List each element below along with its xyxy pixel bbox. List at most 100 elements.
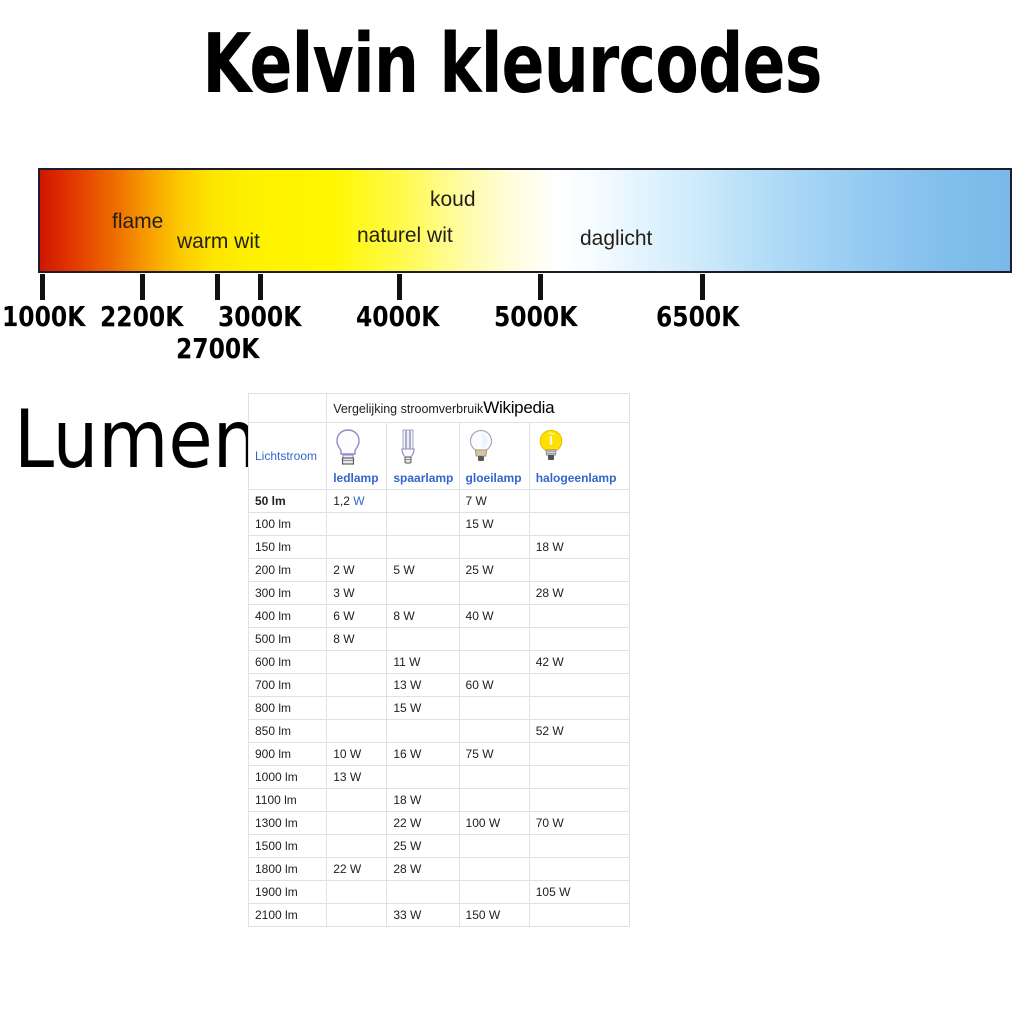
- table-row: 1800 lm 22 W 28 W: [247, 857, 631, 881]
- incandescent-bulb-icon: [466, 427, 523, 470]
- cell-lichtstroom: 850 lm: [247, 719, 328, 743]
- cell-lichtstroom: 1500 lm: [247, 834, 328, 858]
- tick-mark-3000k: [258, 274, 263, 300]
- cell-ledlamp: [326, 811, 388, 835]
- column-label-spaarlamp[interactable]: spaarlamp: [393, 471, 454, 485]
- tick-mark-4000k: [397, 274, 402, 300]
- cell-gloeilamp: [458, 834, 530, 858]
- cfl-bulb-icon: [393, 427, 452, 470]
- table-row: 700 lm 13 W 60 W: [247, 673, 631, 697]
- table-row: 50 lm 1,2 W 7 W: [247, 489, 631, 513]
- cell-gloeilamp: 25 W: [458, 558, 530, 582]
- table-caption-row: Vergelijking stroomverbruikWikipedia: [247, 393, 630, 423]
- tick-mark-5000k: [538, 274, 543, 300]
- table-row: 1300 lm 22 W 100 W 70 W: [247, 811, 631, 835]
- cell-halogeenlamp: 70 W: [528, 811, 631, 835]
- column-label-lichtstroom[interactable]: Lichtstroom: [255, 449, 318, 463]
- table-row: 300 lm 3 W 28 W: [247, 581, 631, 605]
- cell-halogeenlamp: [528, 834, 631, 858]
- cell-spaarlamp: 25 W: [386, 834, 460, 858]
- table-row: 150 lm 18 W: [247, 535, 631, 559]
- cell-ledlamp: 1,2 W: [326, 489, 388, 513]
- wikipedia-source-label[interactable]: Wikipedia: [483, 398, 555, 417]
- column-header-lichtstroom: Lichtstroom: [247, 422, 328, 490]
- led-bulb-icon: [333, 427, 380, 470]
- tick-label-6500k: 6500K: [656, 300, 740, 333]
- column-label-halogeenlamp[interactable]: halogeenlamp: [535, 471, 617, 485]
- table-row: 1100 lm 18 W: [247, 788, 631, 812]
- table-header-row: Lichtstroom ledlamp: [247, 422, 631, 490]
- cell-ledlamp: 22 W: [326, 857, 388, 881]
- cell-gloeilamp: [458, 581, 530, 605]
- cell-lichtstroom: 300 lm: [247, 581, 328, 605]
- cell-gloeilamp: 15 W: [458, 512, 530, 536]
- cell-gloeilamp: [458, 719, 530, 743]
- cell-ledlamp: [326, 903, 388, 927]
- cell-gloeilamp: [458, 765, 530, 789]
- cell-gloeilamp: [458, 788, 530, 812]
- table-row: 600 lm 11 W 42 W: [247, 650, 631, 674]
- cell-halogeenlamp: [528, 604, 631, 628]
- scale-label-koud: koud: [430, 188, 476, 211]
- cell-lichtstroom: 150 lm: [247, 535, 328, 559]
- cell-spaarlamp: [386, 489, 460, 513]
- column-label-gloeilamp[interactable]: gloeilamp: [465, 471, 522, 485]
- cell-halogeenlamp: [528, 765, 631, 789]
- cell-ledlamp: 8 W: [326, 627, 388, 651]
- cell-halogeenlamp: [528, 512, 631, 536]
- cell-ledlamp: [326, 673, 388, 697]
- column-label-ledlamp[interactable]: ledlamp: [333, 471, 379, 485]
- cell-spaarlamp: 28 W: [386, 857, 460, 881]
- scale-label-naturel-wit: naturel wit: [357, 224, 453, 247]
- cell-halogeenlamp: [528, 489, 631, 513]
- cell-gloeilamp: 7 W: [458, 489, 530, 513]
- cell-ledlamp: [326, 535, 388, 559]
- table-row: 2100 lm 33 W 150 W: [247, 903, 631, 927]
- cell-spaarlamp: [386, 880, 460, 904]
- tick-label-2700k: 2700K: [176, 332, 260, 365]
- table-row: 900 lm 10 W 16 W 75 W: [247, 742, 631, 766]
- cell-spaarlamp: 8 W: [386, 604, 460, 628]
- cell-spaarlamp: 5 W: [386, 558, 460, 582]
- column-header-ledlamp: ledlamp: [326, 422, 388, 490]
- cell-gloeilamp: [458, 650, 530, 674]
- cell-spaarlamp: 16 W: [386, 742, 460, 766]
- table-caption-cell: Vergelijking stroomverbruikWikipedia: [326, 393, 630, 423]
- cell-lichtstroom: 400 lm: [247, 604, 328, 628]
- cell-gloeilamp: 40 W: [458, 604, 530, 628]
- cell-spaarlamp: 11 W: [386, 650, 460, 674]
- cell-halogeenlamp: 52 W: [528, 719, 631, 743]
- cell-lichtstroom: 1900 lm: [247, 880, 328, 904]
- table-row: 850 lm 52 W: [247, 719, 631, 743]
- cell-lichtstroom: 800 lm: [247, 696, 328, 720]
- cell-spaarlamp: [386, 719, 460, 743]
- cell-lichtstroom: 500 lm: [247, 627, 328, 651]
- halogen-bulb-icon: [536, 427, 623, 470]
- table-row: 100 lm 15 W: [247, 512, 631, 536]
- cell-halogeenlamp: [528, 742, 631, 766]
- cell-ledlamp: [326, 696, 388, 720]
- table-row: 1900 lm 105 W: [247, 880, 631, 904]
- tick-mark-2200k: [140, 274, 145, 300]
- table-row: 500 lm 8 W: [247, 627, 631, 651]
- cell-lichtstroom: 900 lm: [247, 742, 328, 766]
- cell-halogeenlamp: [528, 673, 631, 697]
- cell-ledlamp: [326, 788, 388, 812]
- cell-halogeenlamp: 42 W: [528, 650, 631, 674]
- lumen-table-container: Vergelijking stroomverbruikWikipedia Lic…: [247, 393, 631, 927]
- tick-label-1000k: 1000K: [2, 300, 86, 333]
- cell-lichtstroom: 1000 lm: [247, 765, 328, 789]
- cell-ledlamp: [326, 834, 388, 858]
- cell-gloeilamp: 75 W: [458, 742, 530, 766]
- cell-gloeilamp: 60 W: [458, 673, 530, 697]
- cell-lichtstroom: 600 lm: [247, 650, 328, 674]
- cell-gloeilamp: 100 W: [458, 811, 530, 835]
- cell-lichtstroom: 1800 lm: [247, 857, 328, 881]
- tick-mark-1000k: [40, 274, 45, 300]
- table-row: 1500 lm 25 W: [247, 834, 631, 858]
- cell-spaarlamp: [386, 765, 460, 789]
- column-header-halogeenlamp: halogeenlamp: [528, 422, 631, 490]
- cell-halogeenlamp: 105 W: [528, 880, 631, 904]
- cell-spaarlamp: 33 W: [386, 903, 460, 927]
